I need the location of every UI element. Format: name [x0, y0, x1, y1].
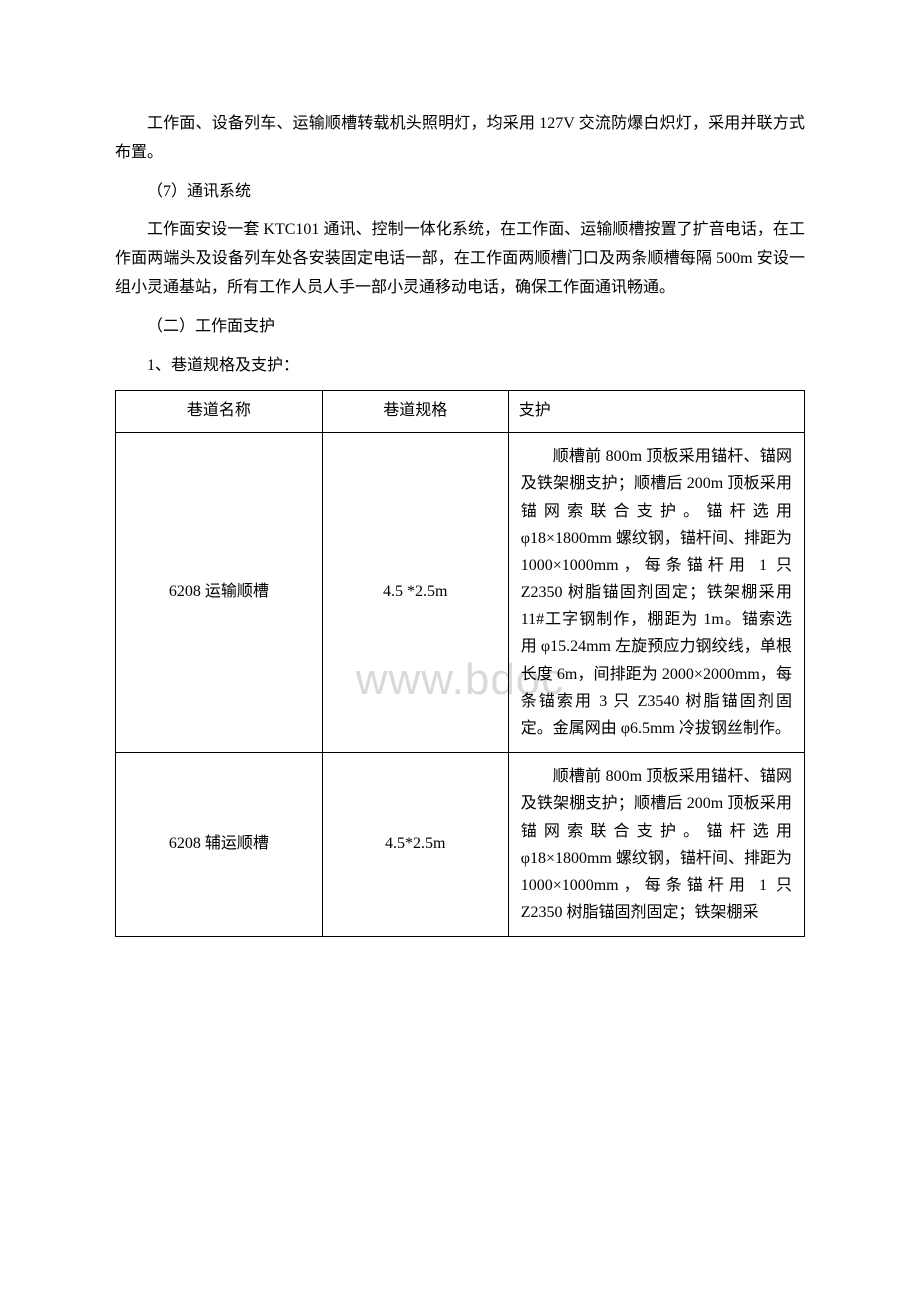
cell-support: 顺槽前 800m 顶板采用锚杆、锚网及铁架棚支护；顺槽后 200m 顶板采用锚网…	[508, 753, 804, 937]
paragraph-comm: 工作面安设一套 KTC101 通讯、控制一体化系统，在工作面、运输顺槽按置了扩音…	[115, 216, 805, 302]
cell-support: 顺槽前 800m 顶板采用锚杆、锚网及铁架棚支护；顺槽后 200m 顶板采用锚网…	[508, 433, 804, 753]
paragraph-section2: （二）工作面支护	[115, 313, 805, 342]
cell-spec: 4.5 *2.5m	[322, 433, 508, 753]
header-name: 巷道名称	[116, 391, 323, 433]
cell-name: 6208 运输顺槽	[116, 433, 323, 753]
table-row: 6208 运输顺槽 4.5 *2.5m 顺槽前 800m 顶板采用锚杆、锚网及铁…	[116, 433, 805, 753]
cell-spec: 4.5*2.5m	[322, 753, 508, 937]
table-row: 6208 辅运顺槽 4.5*2.5m 顺槽前 800m 顶板采用锚杆、锚网及铁架…	[116, 753, 805, 937]
paragraph-item1: 1、巷道规格及支护：	[115, 352, 805, 381]
support-table: 巷道名称 巷道规格 支护 6208 运输顺槽 4.5 *2.5m 顺槽前 800…	[115, 390, 805, 937]
paragraph-section7: （7）通讯系统	[115, 178, 805, 207]
header-spec: 巷道规格	[322, 391, 508, 433]
table-header-row: 巷道名称 巷道规格 支护	[116, 391, 805, 433]
header-support: 支护	[508, 391, 804, 433]
cell-name: 6208 辅运顺槽	[116, 753, 323, 937]
paragraph-lighting: 工作面、设备列车、运输顺槽转载机头照明灯，均采用 127V 交流防爆白炽灯，采用…	[115, 110, 805, 168]
